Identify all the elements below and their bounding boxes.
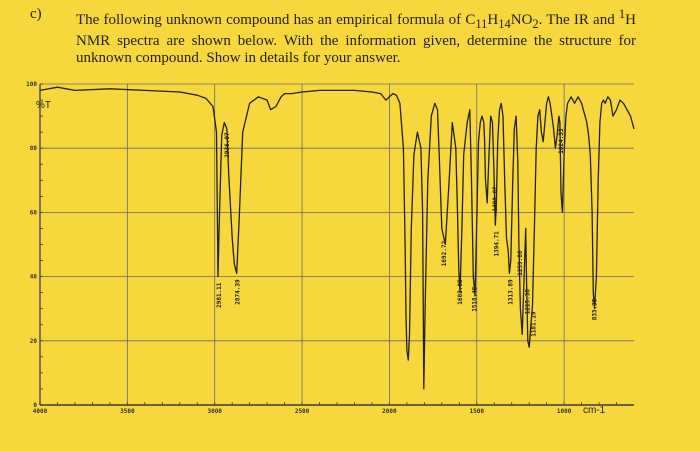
hydrogen-subscript: 14 (498, 17, 511, 31)
y-tick-label: 40 (30, 274, 38, 281)
peak-label: 2936.07 (224, 132, 231, 158)
y-tick-label: 20 (30, 338, 38, 345)
nitrogen-oxygen-symbol: NO (510, 12, 533, 28)
y-axis-label: %T (36, 100, 51, 111)
peak-label: 833.35 (591, 298, 598, 320)
x-tick-label: 2500 (295, 408, 310, 415)
nmr-superscript: 1 (618, 7, 626, 21)
y-tick-label: 80 (30, 145, 38, 152)
peak-label: 2874.39 (235, 279, 242, 305)
peak-label: 1024.33 (558, 128, 565, 154)
question-text-part: . The IR and (538, 12, 619, 28)
x-tick-label: 4000 (33, 408, 48, 415)
question-label: c) (30, 6, 42, 22)
hydrogen-symbol: H (487, 12, 499, 28)
question-text-part: The following unknown compound has an em… (76, 12, 476, 28)
y-tick-label: 60 (30, 209, 38, 216)
peak-label: 1692.72 (441, 241, 448, 267)
y-tick-label: 100 (26, 81, 37, 88)
question-text-rest: NMR spectra are shown below. With the in… (76, 33, 636, 66)
x-tick-label: 3500 (120, 408, 135, 415)
x-tick-label: 1000 (557, 408, 572, 415)
ir-spectrum-trace (39, 86, 635, 390)
peak-label: 1313.89 (507, 279, 514, 305)
peak-label: 1215.38 (525, 289, 532, 315)
peak-label: 1602.05 (457, 279, 464, 305)
carbon-subscript: 11 (475, 17, 488, 31)
x-tick-label: 2000 (382, 408, 397, 415)
axis-ticks: 4000 3500 3000 2500 2000 1500 1000 0 20 40 60 80 100 (26, 81, 617, 415)
question-text: The following unknown compound has an em… (76, 6, 636, 67)
peak-label: 1181.19 (531, 311, 538, 337)
peak-label: 1394.71 (493, 231, 500, 257)
x-tick-label: 3000 (207, 408, 222, 415)
peak-label: 1400.02 (492, 186, 499, 212)
x-axis-unit-label: cm-1 (583, 405, 606, 416)
peak-labels: 2981.11 2936.07 2874.39 1692.72 1602.05 1518.… (216, 128, 598, 337)
peak-label: 1518.45 (472, 286, 479, 312)
nmr-h-symbol: H (625, 12, 636, 28)
oxygen-subscript: 2 (532, 17, 539, 31)
y-tick-label: 0 (33, 402, 37, 409)
peak-label: 1259.86 (517, 250, 524, 276)
x-tick-label: 1500 (470, 408, 485, 415)
peak-label: 2981.11 (216, 282, 223, 308)
grid-lines (39, 83, 634, 405)
